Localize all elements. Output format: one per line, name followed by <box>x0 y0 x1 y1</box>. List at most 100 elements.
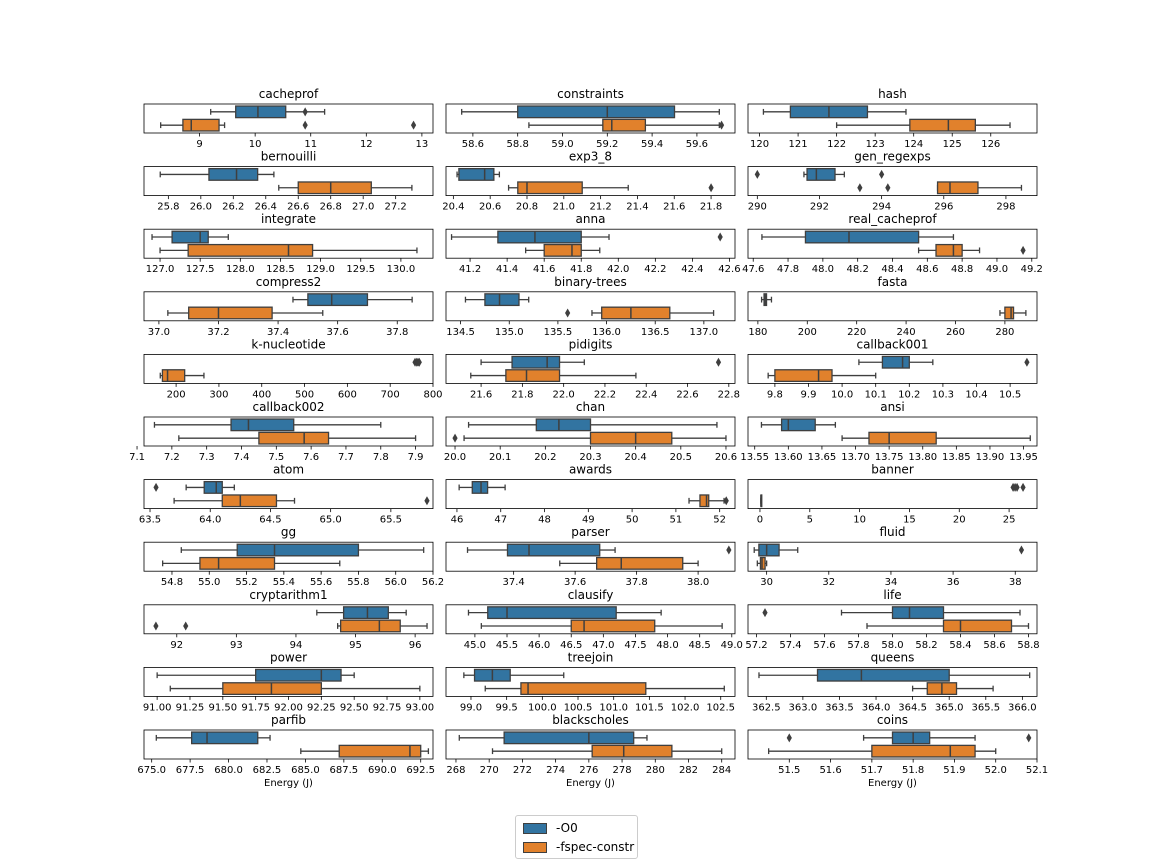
panel-hash: hash 120 121 122 123 124 125 126 <box>747 87 1038 150</box>
box-fspec-constr <box>565 306 715 320</box>
panel-title: real_cacheprof <box>848 212 937 226</box>
x-tick-label: 55.2 <box>235 577 257 588</box>
panel-exp3_8: exp3_8 20.4 20.6 20.8 21.0 21.2 21.4 21.6 21.8 <box>442 150 736 213</box>
box-o0 <box>292 293 413 307</box>
x-tick-label: 270 <box>480 765 499 776</box>
box-fspec-constr <box>835 118 1011 132</box>
x-tick-label: 364.0 <box>862 702 891 713</box>
iqr-box <box>484 293 520 307</box>
x-tick-label: 22.4 <box>635 389 657 400</box>
panel-callback002: callback002 7.1 7.2 7.3 7.4 7.5 7.6 7.7 7.8 7.9 <box>129 400 434 463</box>
x-tick-label: 37.4 <box>503 577 525 588</box>
panel-title: clausify <box>568 588 614 602</box>
x-tick-label: 7.6 <box>303 452 319 463</box>
box-o0 <box>159 167 275 181</box>
panel-compress2: compress2 37.0 37.2 37.4 37.6 37.8 <box>143 275 434 338</box>
x-tick-label: 57.6 <box>813 640 835 651</box>
x-tick-label: 13.85 <box>942 452 971 463</box>
x-tick-label: 92.00 <box>274 702 303 713</box>
box-o0 <box>412 357 422 367</box>
box-o0 <box>786 731 1032 745</box>
panel-frame <box>445 479 736 510</box>
x-tick-label: 137.0 <box>690 327 719 338</box>
box-fspec-constr <box>911 682 994 696</box>
panel-title: awards <box>569 463 612 477</box>
x-tick-label: 37.6 <box>564 577 586 588</box>
box-fspec-constr <box>173 494 430 508</box>
panel-title: pidigits <box>569 337 613 351</box>
x-tick-label: 25.8 <box>157 202 179 213</box>
iqr-box <box>589 431 673 445</box>
x-tick-label: 500 <box>295 389 314 400</box>
panel-frame <box>747 729 1038 760</box>
x-tick-label: 91.00 <box>143 702 172 713</box>
box-fspec-constr <box>767 369 877 383</box>
legend-item-fspec-constr: -fspec-constr <box>523 838 634 856</box>
iqr-box <box>297 181 372 195</box>
panel-title: constraints <box>557 87 624 101</box>
x-tick-label: 280 <box>995 327 1014 338</box>
x-tick-label: 20.8 <box>516 202 538 213</box>
legend-label-fspec-constr: -fspec-constr <box>556 840 635 854</box>
panel-frame <box>747 479 1038 510</box>
iqr-box <box>339 619 401 633</box>
outlier-point <box>1014 482 1020 492</box>
x-tick-label: 136.5 <box>641 327 670 338</box>
x-tick-label: 34 <box>885 577 898 588</box>
iqr-box <box>230 418 295 432</box>
x-tick-label: 99.0 <box>460 702 482 713</box>
x-tick-label: 13.80 <box>908 452 937 463</box>
x-tick-label: 10.3 <box>932 389 954 400</box>
panel-title: anna <box>576 212 606 226</box>
x-tick-label: 100.0 <box>528 702 557 713</box>
x-tick-label: 52 <box>713 515 726 526</box>
x-tick-label: 20.0 <box>444 452 466 463</box>
panel-title: queens <box>871 650 915 664</box>
x-tick-label: 20.1 <box>489 452 511 463</box>
x-tick-label: 48 <box>538 515 551 526</box>
iqr-box <box>487 606 617 620</box>
x-tick-label: 13.55 <box>740 452 769 463</box>
x-tick-label: 20.6 <box>479 202 501 213</box>
outlier-point <box>424 496 430 506</box>
x-tick-label: 42.2 <box>644 264 666 275</box>
x-tick-label: 364.5 <box>898 702 927 713</box>
x-tick-label: 51.5 <box>778 765 800 776</box>
x-tick-label: 13.75 <box>875 452 904 463</box>
x-tick-label: 12 <box>360 139 373 150</box>
x-tick-label: 42.6 <box>718 264 740 275</box>
x-axis-label: Energy (J) <box>264 778 313 789</box>
panel-fasta: fasta 180 200 220 240 260 280 <box>747 275 1038 338</box>
x-tick-label: 682.5 <box>253 765 282 776</box>
panel-title: power <box>270 650 307 664</box>
outlier-point <box>1026 733 1032 743</box>
iqr-box <box>591 744 673 758</box>
panel-treejoin: treejoin 99.0 99.5 100.0 100.5 101.0 101.5 102.… <box>445 650 736 713</box>
x-tick-label: 49.2 <box>1021 264 1043 275</box>
x-tick-label: 92.75 <box>373 702 402 713</box>
iqr-box <box>891 731 931 745</box>
x-tick-label: 268 <box>446 765 465 776</box>
x-tick-label: 282 <box>679 765 698 776</box>
x-tick-label: 26.0 <box>190 202 212 213</box>
box-o0 <box>458 731 648 745</box>
x-tick-label: 7.9 <box>408 452 424 463</box>
box-o0 <box>210 105 326 119</box>
x-tick-label: 47.6 <box>742 264 764 275</box>
box-o0 <box>467 606 662 620</box>
x-tick-label: 26.8 <box>320 202 342 213</box>
iqr-box <box>936 181 979 195</box>
outlier-point <box>857 183 863 193</box>
panel-frame <box>143 353 434 384</box>
x-tick-label: 300 <box>209 389 228 400</box>
iqr-box <box>806 167 836 181</box>
panel-clausify: clausify 45.0 45.5 46.0 46.5 47.0 47.5 48.0 48.5… <box>445 588 743 651</box>
x-tick-label: 13.65 <box>808 452 837 463</box>
x-tick-label: 50 <box>626 515 639 526</box>
x-tick-label: 92.50 <box>340 702 369 713</box>
panel-title: life <box>883 588 901 602</box>
box-o0 <box>155 731 271 745</box>
x-tick-label: 7.8 <box>373 452 389 463</box>
x-tick-label: 47 <box>494 515 507 526</box>
iqr-box <box>497 230 582 244</box>
